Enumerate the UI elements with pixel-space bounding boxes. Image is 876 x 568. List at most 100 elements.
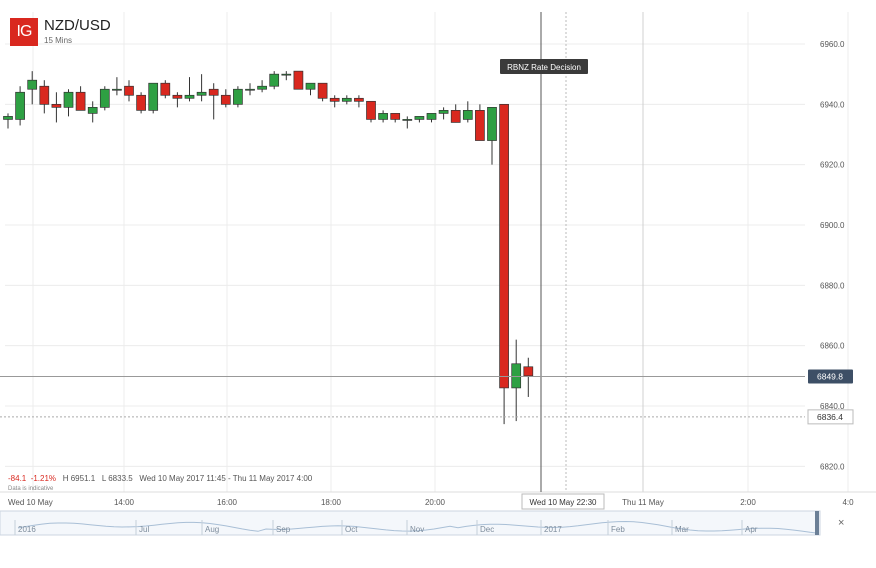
navigator-label: Nov [410,525,424,534]
time-axis: Wed 10 May 14:00 16:00 18:00 20:00 Wed 10 May… [0,491,876,510]
candle-body-up [305,82,316,90]
candle [329,95,340,108]
close-icon[interactable]: × [838,517,845,529]
candle [3,113,13,129]
y-tick-label: 6840.0 [820,402,845,411]
y-tick-label: 6900.0 [820,221,845,230]
candle-body-up [487,107,497,141]
candle [317,82,328,102]
change-percent: -1.21% [30,474,57,483]
candle-body-down [208,88,219,96]
candle-body-down [450,110,461,123]
candle-body-up [438,110,449,114]
candle [39,80,50,114]
candle [112,77,122,96]
candle [220,89,231,108]
candle-body-down [51,103,62,108]
x-tick-label: 2:00 [740,498,756,507]
candle [124,80,134,102]
candle [196,74,207,102]
chart-grid [5,12,849,492]
candle [366,100,376,123]
candle-body-up [196,91,207,96]
candle-body-up [27,79,38,90]
event-annotation: RBNZ Rate Decision [500,59,588,74]
last-price-value: 6849.8 [817,371,843,381]
range-navigator[interactable]: 2016 Jul Aug Sep Oct Nov Dec 2017 Feb Mar Apr [0,510,821,536]
candle-body-down [354,97,364,102]
candle-body-up [3,116,13,120]
candlestick-series [3,70,534,425]
candle-body-up [414,116,425,120]
navigator-label: Jul [139,525,149,534]
y-tick-label: 6920.0 [820,161,845,170]
candle-body-down [75,91,86,111]
price-axis: 6820.0 6840.0 6860.0 6880.0 6900.0 6920.0 6940… [820,40,845,471]
change-value: -84.1 [8,474,27,483]
navigator-label: Aug [205,525,219,534]
candle [99,86,110,111]
navigator-label: Mar [675,525,689,534]
candle [378,110,388,123]
navigator-label: Feb [611,525,625,534]
candle [15,86,25,126]
candle-body-down [160,82,171,96]
x-tick-label: 4:0 [842,498,854,507]
candle [184,77,195,102]
candle-body-down [475,110,485,141]
candle [390,113,401,123]
last-price-badge: 6849.8 [808,369,853,384]
candle-body-up [378,113,388,120]
candle [511,339,522,422]
cursor-time-badge-bg [521,493,605,510]
candle-body-down [523,366,534,377]
candle-body-up [402,119,413,121]
navigator-label: 2017 [544,525,562,534]
candle [487,107,497,165]
cursor-price-badge-bg [807,409,854,425]
y-tick-label: 6880.0 [820,281,845,290]
candle-body-down [39,85,50,105]
candle [148,82,159,114]
candle-body-down [124,85,134,96]
candle-body-down [329,97,340,102]
candle [426,113,437,123]
chart-overlays: 6849.8 6836.4 RBNZ Rate Decision [0,12,854,492]
candle-body-down [293,70,304,90]
candle [233,86,243,108]
candle [27,71,38,105]
candle [293,70,304,90]
candle-body-up [462,110,473,120]
navigator-line [17,520,819,534]
candle [523,357,534,397]
annotation-bg [500,59,588,74]
low-value: L 6833.5 [101,474,133,483]
candle-body-up [281,73,292,76]
candle [462,101,473,123]
candle-body-down [366,100,376,120]
candle-body-up [99,88,110,108]
candle [269,71,280,90]
candle [499,103,509,425]
x-tick-label: 14:00 [114,498,135,507]
candle [75,86,86,111]
candle-body-down [220,94,231,105]
navigator-label: 2016 [18,525,36,534]
candle [51,92,62,123]
y-tick-label: 6860.0 [820,342,845,351]
candle-body-up [184,94,195,99]
candle-body-up [257,85,267,90]
candle [257,80,267,93]
navigator-handle [815,511,819,535]
candle [414,116,425,123]
annotation-text: RBNZ Rate Decision [507,63,581,72]
price-stats: -84.1 -1.21% H 6951.1 L 6833.5 Wed 10 Ma… [8,474,312,483]
data-disclaimer: Data is indicative [8,486,54,492]
navigator-label: Sep [276,525,291,534]
candle-body-up [511,363,522,389]
candle-body-up [426,113,437,120]
candle-body-up [245,88,255,91]
navigator-label: Apr [745,525,758,534]
candle-body-up [15,91,25,120]
